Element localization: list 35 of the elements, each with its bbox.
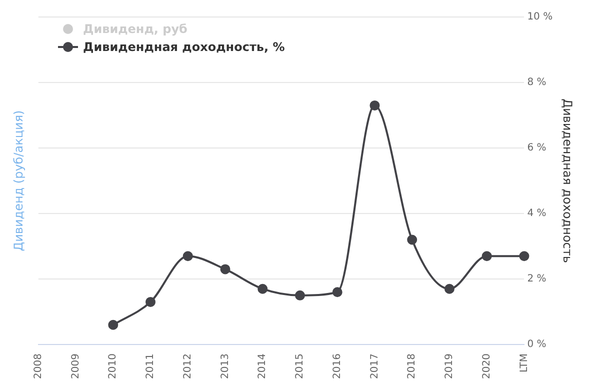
x-tick-label: 2011 [145, 354, 156, 380]
x-tick-label: LTM [518, 354, 530, 372]
x-tick-label: 2008 [32, 354, 44, 380]
x-tick-label: 2018 [406, 354, 418, 380]
x-tick-label: 2017 [369, 354, 380, 380]
point [519, 251, 530, 262]
y2-tick-label: 0 % [527, 339, 546, 350]
point [182, 251, 193, 262]
point [370, 100, 380, 110]
legend-label: Дивидендная доходность, % [83, 40, 285, 54]
point [332, 287, 342, 298]
point [482, 251, 492, 262]
y2-tick-label: 2 % [527, 274, 546, 285]
point [146, 296, 156, 307]
y2-tick-label: 8 % [527, 77, 546, 88]
point [108, 320, 118, 330]
x-tick-label: 2010 [108, 354, 119, 380]
x-tick-label: 2015 [294, 354, 306, 380]
x-tick-label: 2019 [444, 354, 456, 380]
x-tick-label: 2014 [257, 354, 268, 380]
x-tick-label: 2013 [220, 354, 231, 380]
point [407, 234, 418, 245]
y2-axis-title: Дивидендная доходность [560, 98, 575, 263]
x-tick-label: 2016 [332, 354, 343, 380]
y2-tick-label: 10 % [527, 12, 553, 23]
y-axis-title: Дивиденд (руб/акция) [11, 110, 26, 252]
y2-tick-label: 6 % [527, 142, 546, 154]
point [444, 284, 454, 294]
point [220, 264, 230, 274]
x-tick-label: 2009 [70, 354, 82, 380]
y2-tick-label: 4 % [527, 208, 546, 220]
point [258, 284, 268, 294]
x-tick-label: 2020 [481, 354, 492, 380]
point [294, 290, 305, 300]
x-tick-label: 2012 [182, 354, 194, 380]
